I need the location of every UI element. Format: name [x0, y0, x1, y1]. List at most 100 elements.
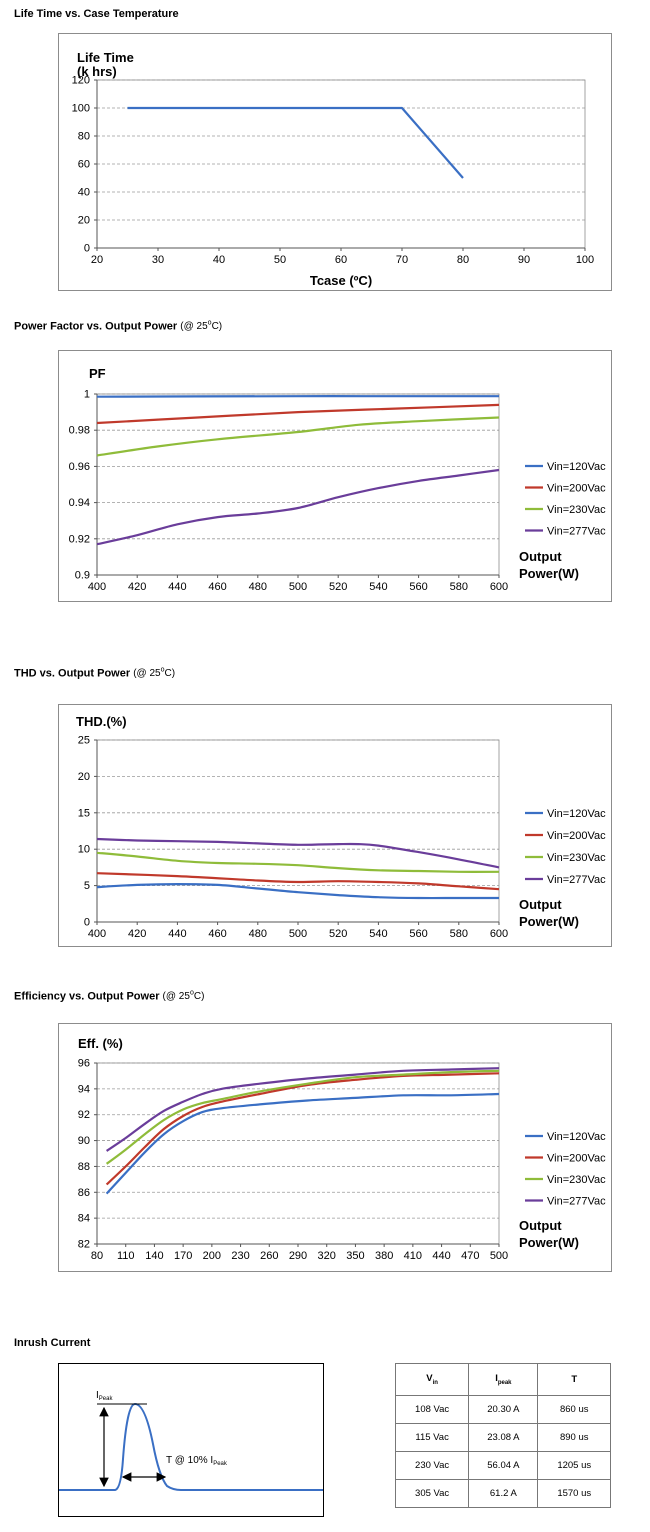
cell-ipeak: 56.04 A [468, 1451, 539, 1480]
x-tick-label: 540 [369, 581, 387, 593]
legend-entry: Vin=120Vac [547, 808, 606, 820]
inrush-section-title: Inrush Current [14, 1337, 91, 1349]
series-line-vin-200vac [96, 872, 500, 891]
x-tick-label: 110 [117, 1250, 135, 1262]
x-tick-label: 600 [490, 928, 508, 940]
cell-t: 1205 us [537, 1451, 611, 1480]
x-tick-label: 400 [88, 928, 106, 940]
x-tick-label: 440 [168, 928, 186, 940]
x-tick-label: 200 [203, 1250, 221, 1262]
y-tick-label: 0.94 [69, 497, 90, 509]
x-tick-label: 500 [490, 1250, 508, 1262]
legend-entry: Vin=277Vac [547, 1196, 606, 1208]
y-tick-label: 5 [84, 880, 90, 892]
series-line-vin-277vac [105, 1067, 500, 1152]
t-at-10pct-label: T @ 10% IPeak [166, 1455, 228, 1467]
x-tick-label: 170 [174, 1250, 192, 1262]
legend-entry: Vin=120Vac [547, 1131, 606, 1143]
legend-entry: Vin=230Vac [547, 1174, 606, 1186]
cell-t: 1570 us [537, 1479, 611, 1508]
x-tick-label: 560 [409, 928, 427, 940]
x-tick-label: 500 [289, 581, 307, 593]
series-line-vin-230vac [96, 416, 500, 457]
y-tick-label: 82 [78, 1239, 90, 1251]
x-tick-label: 560 [409, 581, 427, 593]
y-tick-label: 20 [78, 771, 90, 783]
x-tick-label: 480 [249, 581, 267, 593]
plot-area-frame [96, 79, 586, 249]
y-tick-label: 80 [78, 131, 90, 143]
table-row: 108 Vac 20.30 A 860 us [394, 1395, 611, 1424]
cell-vin: 230 Vac [394, 1451, 470, 1480]
y-tick-label: 60 [78, 159, 90, 171]
series-line-life-time [127, 106, 464, 179]
y-tick-label: 0.98 [69, 425, 90, 437]
thd-section-title: THD vs. Output Power (@ 25oC) [14, 667, 176, 680]
x-tick-label: 440 [432, 1250, 450, 1262]
x-tick-label: 70 [396, 254, 408, 266]
y-tick-label: 40 [78, 187, 90, 199]
y-tick-label: 86 [78, 1187, 90, 1199]
y-tick-label: 0 [84, 917, 90, 929]
x-axis-title: Power(W) [519, 1235, 579, 1250]
x-tick-label: 460 [208, 581, 226, 593]
eff-chart-svg: 82 84 86 88 90 92 94 96 80 110 140 170 200 230 260 290 3… [78, 1036, 606, 1262]
cell-ipeak: 61.2 A [468, 1479, 539, 1508]
x-tick-label: 520 [329, 928, 347, 940]
header-ipeak: Ipeak [468, 1363, 539, 1396]
legend-entry: Vin=200Vac [547, 1153, 606, 1165]
y-axis-title: Eff. (%) [78, 1036, 123, 1051]
series-line-vin-120vac [96, 883, 499, 900]
x-tick-label: 290 [289, 1250, 307, 1262]
series-line-vin-120vac [105, 1092, 500, 1195]
header-t: T [537, 1363, 611, 1396]
inrush-waveform-line [59, 1402, 323, 1491]
lifetime-chart: 0 20 40 60 80 100 120 20 30 40 50 60 70 80 90 100 Life T… [58, 33, 612, 291]
x-tick-label: 540 [369, 928, 387, 940]
pf-chart: 0.9 0.92 0.94 0.96 0.98 1 400 420 440 460 480 500 52… [58, 350, 612, 602]
x-tick-label: 230 [231, 1250, 249, 1262]
x-tick-label: 90 [518, 254, 530, 266]
y-axis-title: PF [89, 366, 106, 381]
y-tick-label: 94 [78, 1083, 90, 1095]
x-tick-label: 420 [128, 928, 146, 940]
x-tick-label: 420 [128, 581, 146, 593]
y-tick-label: 0.92 [69, 533, 90, 545]
legend-entry: Vin=120Vac [547, 461, 606, 473]
pf-condition: (@ 25oC) [180, 320, 223, 333]
eff-condition: (@ 25oC) [162, 990, 205, 1003]
series-line-vin-200vac [96, 403, 500, 425]
x-tick-label: 20 [91, 254, 103, 266]
x-axis-title: Tcase (ºC) [310, 273, 372, 288]
legend-entry: Vin=200Vac [547, 483, 606, 495]
x-tick-label: 380 [375, 1250, 393, 1262]
x-axis-title: Power(W) [519, 566, 579, 581]
x-tick-label: 350 [346, 1250, 364, 1262]
y-tick-label: 96 [78, 1058, 90, 1070]
x-tick-label: 80 [457, 254, 469, 266]
header-vin: Vin [394, 1363, 470, 1396]
x-tick-label: 600 [490, 581, 508, 593]
x-tick-label: 140 [145, 1250, 163, 1262]
cell-ipeak: 23.08 A [468, 1423, 539, 1452]
x-tick-label: 50 [274, 254, 286, 266]
y-tick-label: 100 [72, 103, 90, 115]
series-line-vin-277vac [96, 468, 500, 546]
inrush-table: Vin Ipeak T 108 Vac 20.30 A 860 us 115 V… [394, 1363, 611, 1508]
thd-chart: 0 5 10 15 20 25 400 420 440 460 480 500 520 540 560 580… [58, 704, 612, 947]
eff-chart: 82 84 86 88 90 92 94 96 80 110 140 170 200 230 260 290 3… [58, 1023, 612, 1272]
series-line-vin-200vac [105, 1072, 500, 1186]
series-line-vin-230vac [96, 851, 500, 873]
y-tick-label: 15 [78, 807, 90, 819]
x-tick-label: 260 [260, 1250, 278, 1262]
y-axis-title: (k hrs) [77, 64, 117, 79]
x-axis-title: Output [519, 549, 562, 564]
inrush-waveform-svg: IPeak T @ 10% IPeak [59, 1390, 323, 1491]
plot-area-frame [96, 739, 500, 923]
table-row: 115 Vac 23.08 A 890 us [394, 1423, 611, 1452]
ipeak-label: IPeak [96, 1390, 113, 1402]
x-tick-label: 580 [450, 581, 468, 593]
cell-vin: 115 Vac [394, 1423, 470, 1452]
inrush-waveform-diagram: IPeak T @ 10% IPeak [58, 1363, 324, 1517]
y-tick-label: 20 [78, 215, 90, 227]
